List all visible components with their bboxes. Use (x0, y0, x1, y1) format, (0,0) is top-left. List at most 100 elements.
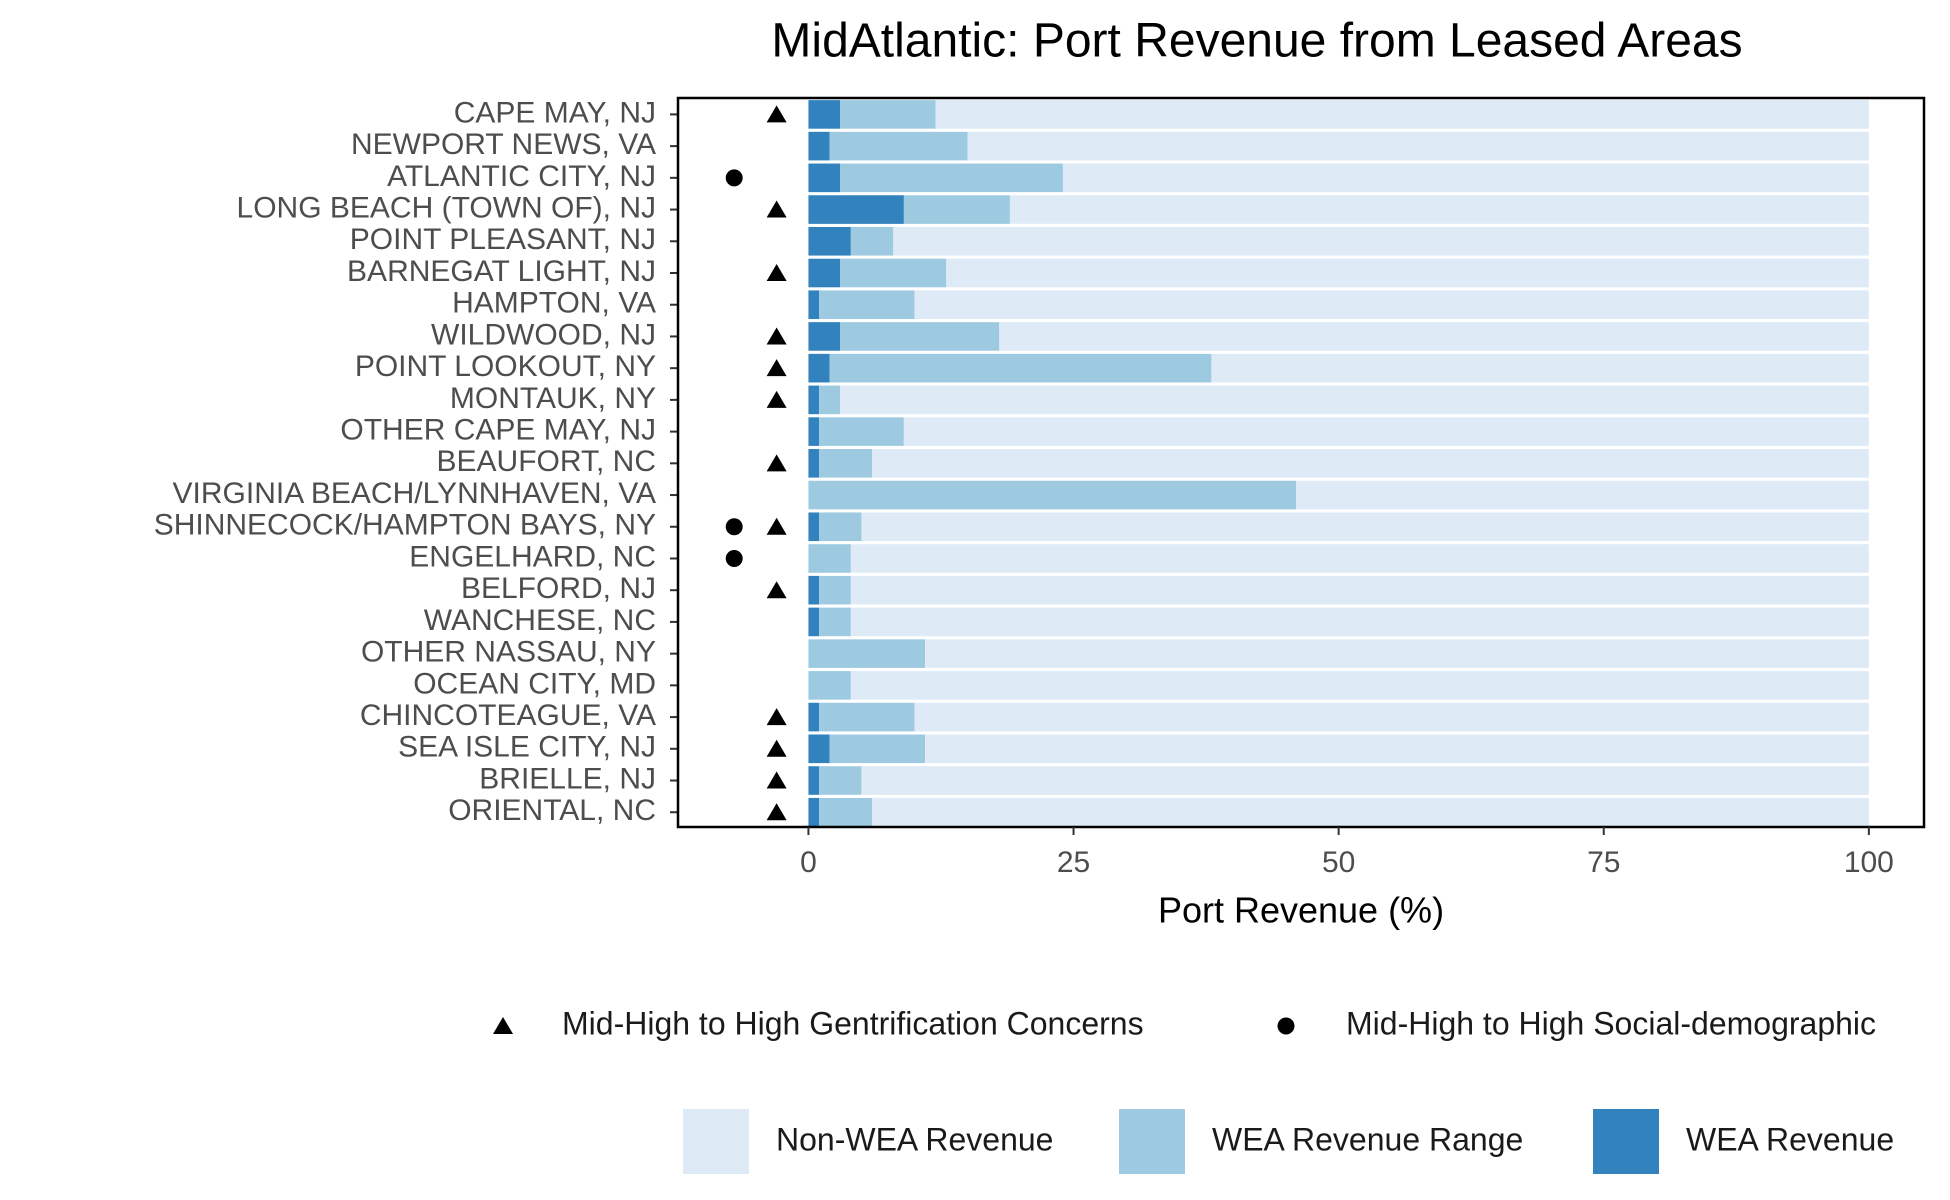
bar-segment (872, 449, 1869, 478)
y-tick-label: CHINCOTEAGUE, VA (360, 699, 656, 732)
y-tick-label: LONG BEACH (TOWN OF), NJ (237, 191, 656, 224)
bar-segment (850, 575, 1869, 605)
bar-segment (819, 607, 851, 637)
legend-swatch (1593, 1109, 1659, 1174)
y-tick-label: OTHER NASSAU, NY (361, 636, 656, 669)
bar-segment (808, 544, 851, 573)
bar-segment (893, 226, 1869, 256)
y-tick-label: OCEAN CITY, MD (413, 667, 656, 700)
bar-segment (914, 702, 1869, 732)
bar-segment (1211, 353, 1869, 383)
bar-segment (840, 258, 947, 288)
bar-segment (967, 131, 1869, 161)
y-tick-label: NEWPORT NEWS, VA (351, 128, 656, 161)
y-tick-label: BRIELLE, NJ (479, 762, 656, 795)
bar-segment (819, 385, 841, 415)
bar-segment (808, 226, 851, 256)
x-tick-label: 75 (1587, 846, 1620, 879)
legend-swatch (683, 1109, 749, 1174)
bar-segment (808, 480, 1297, 510)
bar-segment (819, 449, 873, 478)
legend-label: Non-WEA Revenue (776, 1121, 1053, 1157)
bar-segment (808, 385, 820, 415)
marker (766, 739, 787, 757)
bar-segment (829, 353, 1212, 383)
bar-segment (808, 100, 841, 129)
bar-segment (1062, 163, 1869, 193)
bar-segment (808, 258, 841, 288)
bar-segment (819, 417, 904, 446)
bar-segment (840, 322, 1000, 351)
bar-segment (850, 671, 1869, 700)
bar-segment (808, 671, 851, 700)
x-tick-label: 50 (1322, 846, 1355, 879)
marker (766, 327, 787, 345)
marker (766, 200, 787, 218)
y-tick-label: ATLANTIC CITY, NJ (387, 160, 656, 193)
bar-segment (819, 575, 851, 605)
bar-segment (872, 797, 1869, 827)
x-axis-label: Port Revenue (%) (1158, 890, 1444, 931)
marker (766, 454, 787, 472)
bar-segment (850, 226, 894, 256)
marker (766, 771, 787, 789)
bar-segment (808, 163, 841, 193)
bar-segment (808, 195, 904, 224)
bar-segment (819, 766, 862, 795)
legend-label: WEA Revenue (1686, 1121, 1894, 1157)
legend-label: Mid-High to High Social-demographic (1346, 1005, 1876, 1041)
y-tick-label: OTHER CAPE MAY, NJ (340, 414, 656, 447)
bar-segment (840, 100, 936, 129)
y-tick-label: VIRGINIA BEACH/LYNNHAVEN, VA (173, 477, 656, 510)
bar-segment (808, 607, 820, 637)
y-tick-label: MONTAUK, NY (450, 382, 656, 415)
marker (766, 708, 787, 726)
y-tick-label: BELFORD, NJ (461, 572, 656, 605)
marker (766, 264, 787, 281)
y-tick-label: SEA ISLE CITY, NJ (398, 731, 656, 764)
x-tick-label: 100 (1844, 846, 1894, 879)
bar-segment (819, 797, 873, 827)
marker (725, 549, 743, 567)
bar-segment (840, 163, 1063, 193)
bar-segment (808, 766, 820, 795)
bar-segment (903, 417, 1869, 446)
bar-segment (861, 766, 1869, 795)
bar-segment (808, 290, 820, 320)
bar-segment (935, 100, 1869, 129)
bar-segment (808, 353, 830, 383)
y-tick-label: WANCHESE, NC (424, 604, 656, 637)
bar-segment (1296, 480, 1869, 510)
y-tick-label: CAPE MAY, NJ (454, 96, 656, 129)
bar-segment (808, 639, 926, 668)
y-tick-label: BEAUFORT, NC (437, 445, 656, 478)
y-tick-label: BARNEGAT LIGHT, NJ (347, 255, 656, 288)
legend-symbol (493, 1017, 513, 1034)
bar-segment (829, 734, 926, 764)
bar-segment (850, 607, 1869, 637)
marker (766, 581, 787, 599)
marker (766, 803, 787, 821)
bar-segment (1009, 195, 1869, 224)
bar-segment (808, 512, 820, 542)
bar-segment (999, 322, 1869, 351)
bar-segment (946, 258, 1869, 288)
bar-segment (808, 449, 820, 478)
legend-label: Mid-High to High Gentrification Concerns (562, 1005, 1144, 1041)
bar-segment (808, 797, 820, 827)
bar-segment (829, 131, 968, 161)
bar-segment (808, 702, 820, 732)
y-tick-label: POINT LOOKOUT, NY (355, 350, 656, 383)
bar-segment (925, 639, 1869, 668)
y-tick-label: ENGELHARD, NC (409, 540, 656, 573)
legend-symbol (1277, 1017, 1295, 1035)
bar-segment (819, 512, 862, 542)
marker (766, 105, 787, 123)
x-tick-label: 0 (800, 846, 817, 879)
y-tick-label: SHINNECOCK/HAMPTON BAYS, NY (154, 509, 656, 542)
marker (766, 390, 787, 408)
legend-swatch (1119, 1109, 1185, 1174)
bar-segment (808, 131, 830, 161)
y-tick-label: HAMPTON, VA (452, 287, 656, 320)
bar-segment (861, 512, 1869, 542)
